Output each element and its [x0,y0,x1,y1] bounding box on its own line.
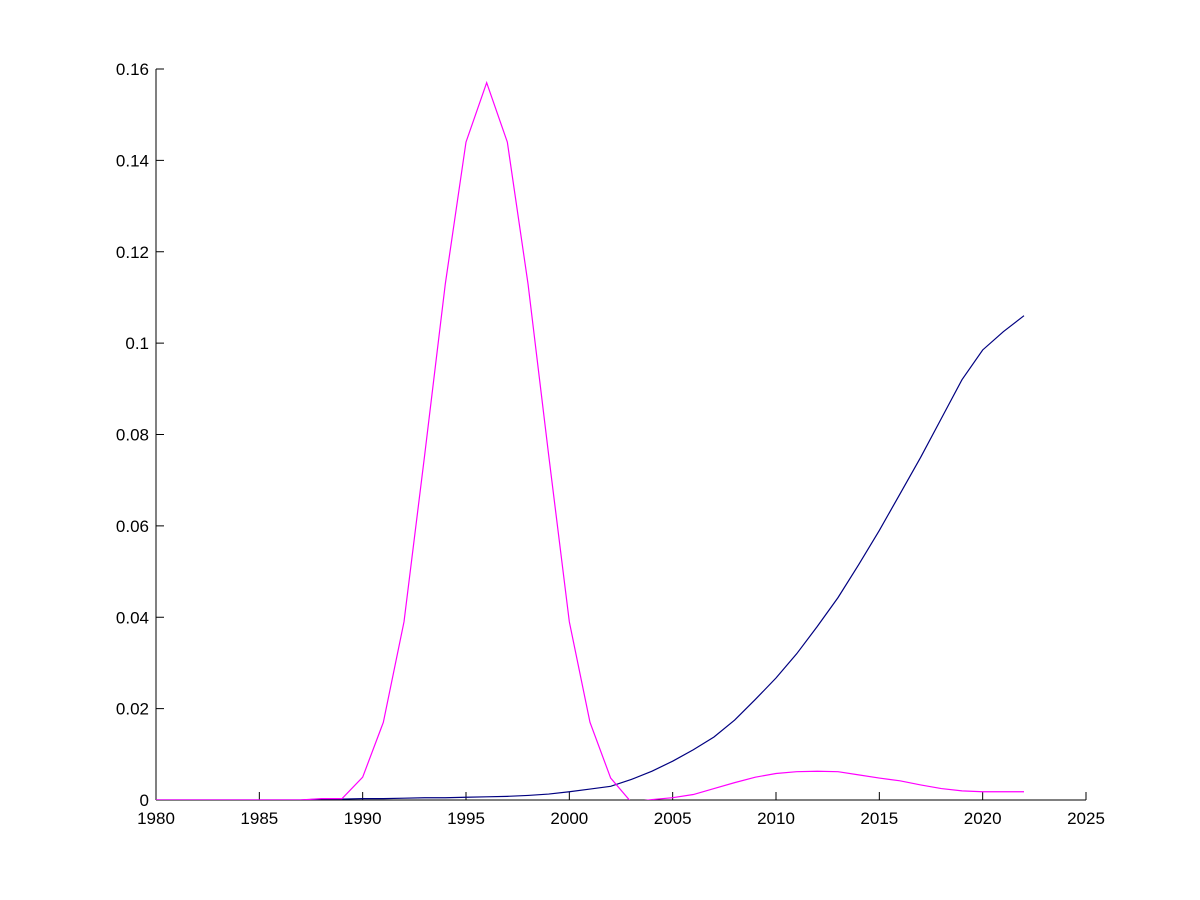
x-tick-label: 2010 [757,809,795,828]
x-tick-label: 1995 [447,809,485,828]
y-tick-label: 0.02 [116,700,149,719]
y-tick-label: 0.06 [116,517,149,536]
y-tick-label: 0.12 [116,243,149,262]
y-tick-label: 0 [140,791,149,810]
y-tick-label: 0.04 [116,608,149,627]
y-tick-label: 0.08 [116,426,149,445]
x-tick-label: 1980 [137,809,175,828]
x-tick-label: 2020 [964,809,1002,828]
series-line [156,315,1025,800]
y-tick-label: 0.14 [116,151,149,170]
x-tick-label: 1990 [344,809,382,828]
y-tick-label: 0.1 [125,334,149,353]
x-tick-label: 2025 [1067,809,1105,828]
x-tick-label: 2000 [550,809,588,828]
x-tick-label: 1985 [240,809,278,828]
y-tick-label: 0.16 [116,60,149,79]
x-tick-label: 2015 [860,809,898,828]
series-line [156,80,1024,800]
x-tick-label: 2005 [654,809,692,828]
